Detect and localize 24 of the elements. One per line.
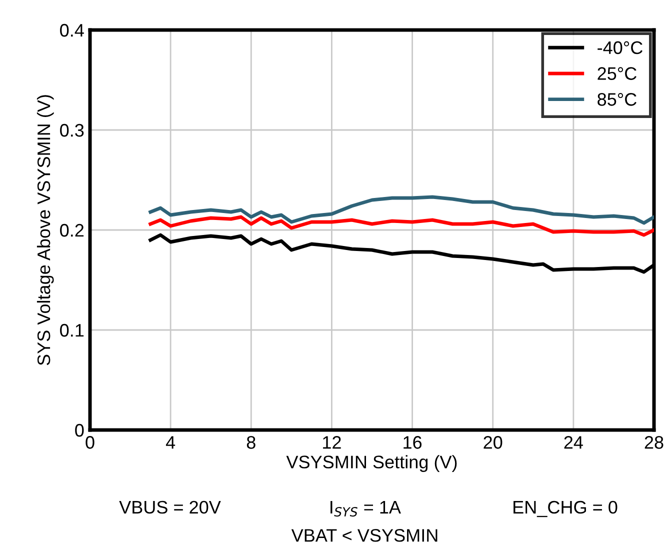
legend-label: -40°C xyxy=(598,41,642,54)
y-tick-label: 0.3 xyxy=(60,124,84,137)
text: EN_CHG = 0 xyxy=(514,500,618,518)
y-tick-label: 0 xyxy=(75,424,84,437)
line-series xyxy=(148,195,654,225)
x-tick-label: 16 xyxy=(404,436,422,449)
y-axis-title: SYS Voltage Above VSYSMIN (V) xyxy=(36,95,54,366)
x-axis-title: VSYSMIN Setting (V) xyxy=(286,455,457,472)
x-tick-label: 4 xyxy=(166,436,176,449)
x-tick-label: 0 xyxy=(86,436,94,449)
x-tick-label: 24 xyxy=(564,436,583,449)
text: VBUS = 20V xyxy=(119,500,221,514)
line-series xyxy=(148,215,654,237)
legend-label: 85°C xyxy=(598,93,636,106)
x-tick-label: 28 xyxy=(644,436,664,449)
x-tick-label: 20 xyxy=(484,436,502,449)
legend-label: 25°C xyxy=(598,67,636,80)
x-tick-label: 12 xyxy=(323,436,341,449)
y-tick-label: 0.4 xyxy=(60,24,84,37)
y-tick-label: 0.2 xyxy=(60,224,84,237)
x-tick-label: 8 xyxy=(246,436,256,449)
y-tick-label: 0.1 xyxy=(60,324,84,337)
text: I$_{SYS}$ = 1A xyxy=(330,501,401,517)
text: VBAT < VSYSMIN xyxy=(291,529,438,542)
